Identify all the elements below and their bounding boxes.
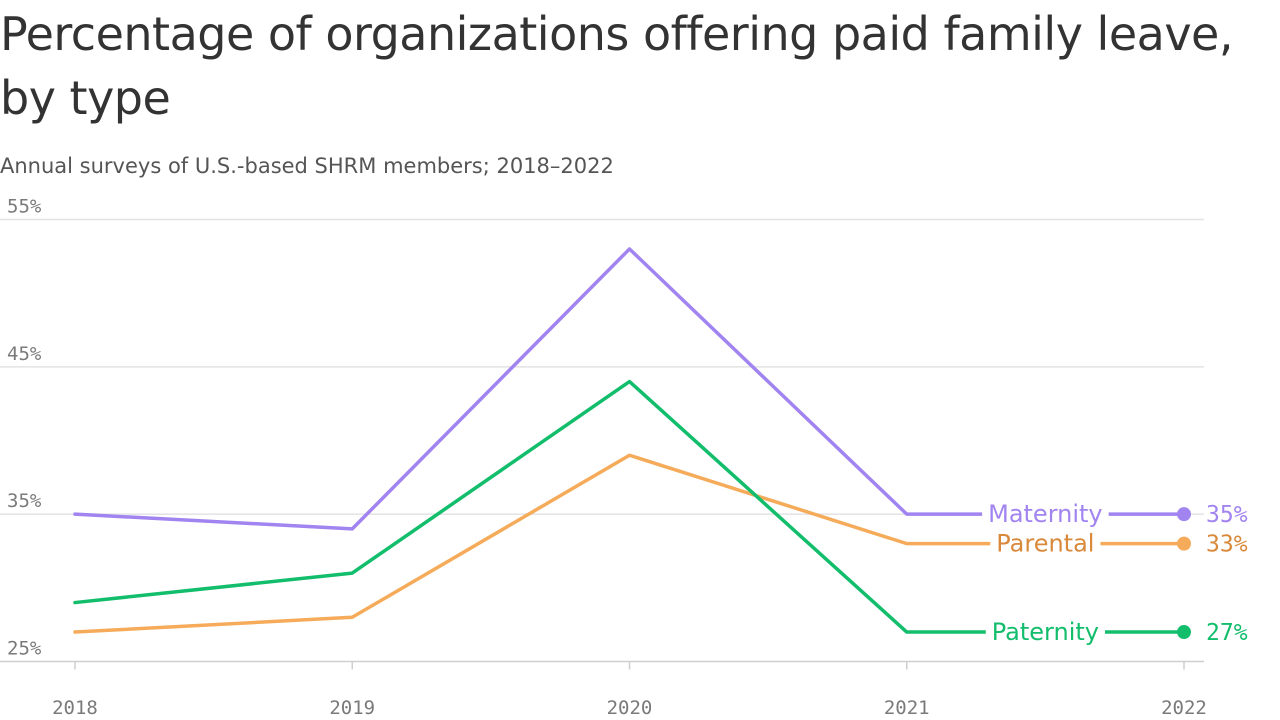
parental-end-value: 33%: [1206, 532, 1248, 558]
x-tick-label-2022: 2022: [1161, 697, 1207, 719]
paternity-series-label: Paternity: [992, 618, 1099, 646]
labels: 25% 35% 45% 55% 2018 2019 2020 2021 2022 Maternit…: [7, 196, 1248, 720]
x-tick-label-2020: 2020: [607, 697, 653, 719]
parental-series-label-bg: [990, 528, 1101, 559]
maternity-series-label-group: Maternity: [982, 499, 1109, 530]
maternity-end-point: [1177, 507, 1191, 522]
maternity-series-label-bg: [982, 499, 1109, 530]
maternity-series-label: Maternity: [988, 500, 1103, 528]
parental-series-label-group: Parental: [990, 528, 1101, 559]
chart-title: Percentage of organizations offering pai…: [0, 7, 1233, 125]
y-tick-label-55: 55%: [7, 196, 42, 218]
paternity-series-label-group: Paternity: [985, 617, 1105, 648]
maternity-line: [73, 247, 1186, 531]
series-lines: [73, 247, 1191, 640]
y-tick-label-45: 45%: [7, 343, 42, 365]
x-tick-label-2021: 2021: [884, 697, 930, 719]
gridlines: [0, 218, 1204, 670]
paternity-end-point: [1177, 625, 1191, 640]
parental-end-point: [1177, 536, 1191, 551]
y-tick-label-35: 35%: [7, 490, 42, 512]
maternity-end-value: 35%: [1206, 502, 1248, 528]
parental-series-label: Parental: [996, 530, 1094, 558]
chart-subtitle: Annual surveys of U.S.-based SHRM member…: [0, 154, 614, 178]
x-tick-label-2018: 2018: [52, 697, 98, 719]
paternity-series-label-bg: [985, 617, 1105, 648]
x-tick-label-2019: 2019: [329, 697, 375, 719]
paternity-end-value: 27%: [1206, 620, 1248, 646]
y-tick-label-25: 25%: [7, 638, 42, 660]
